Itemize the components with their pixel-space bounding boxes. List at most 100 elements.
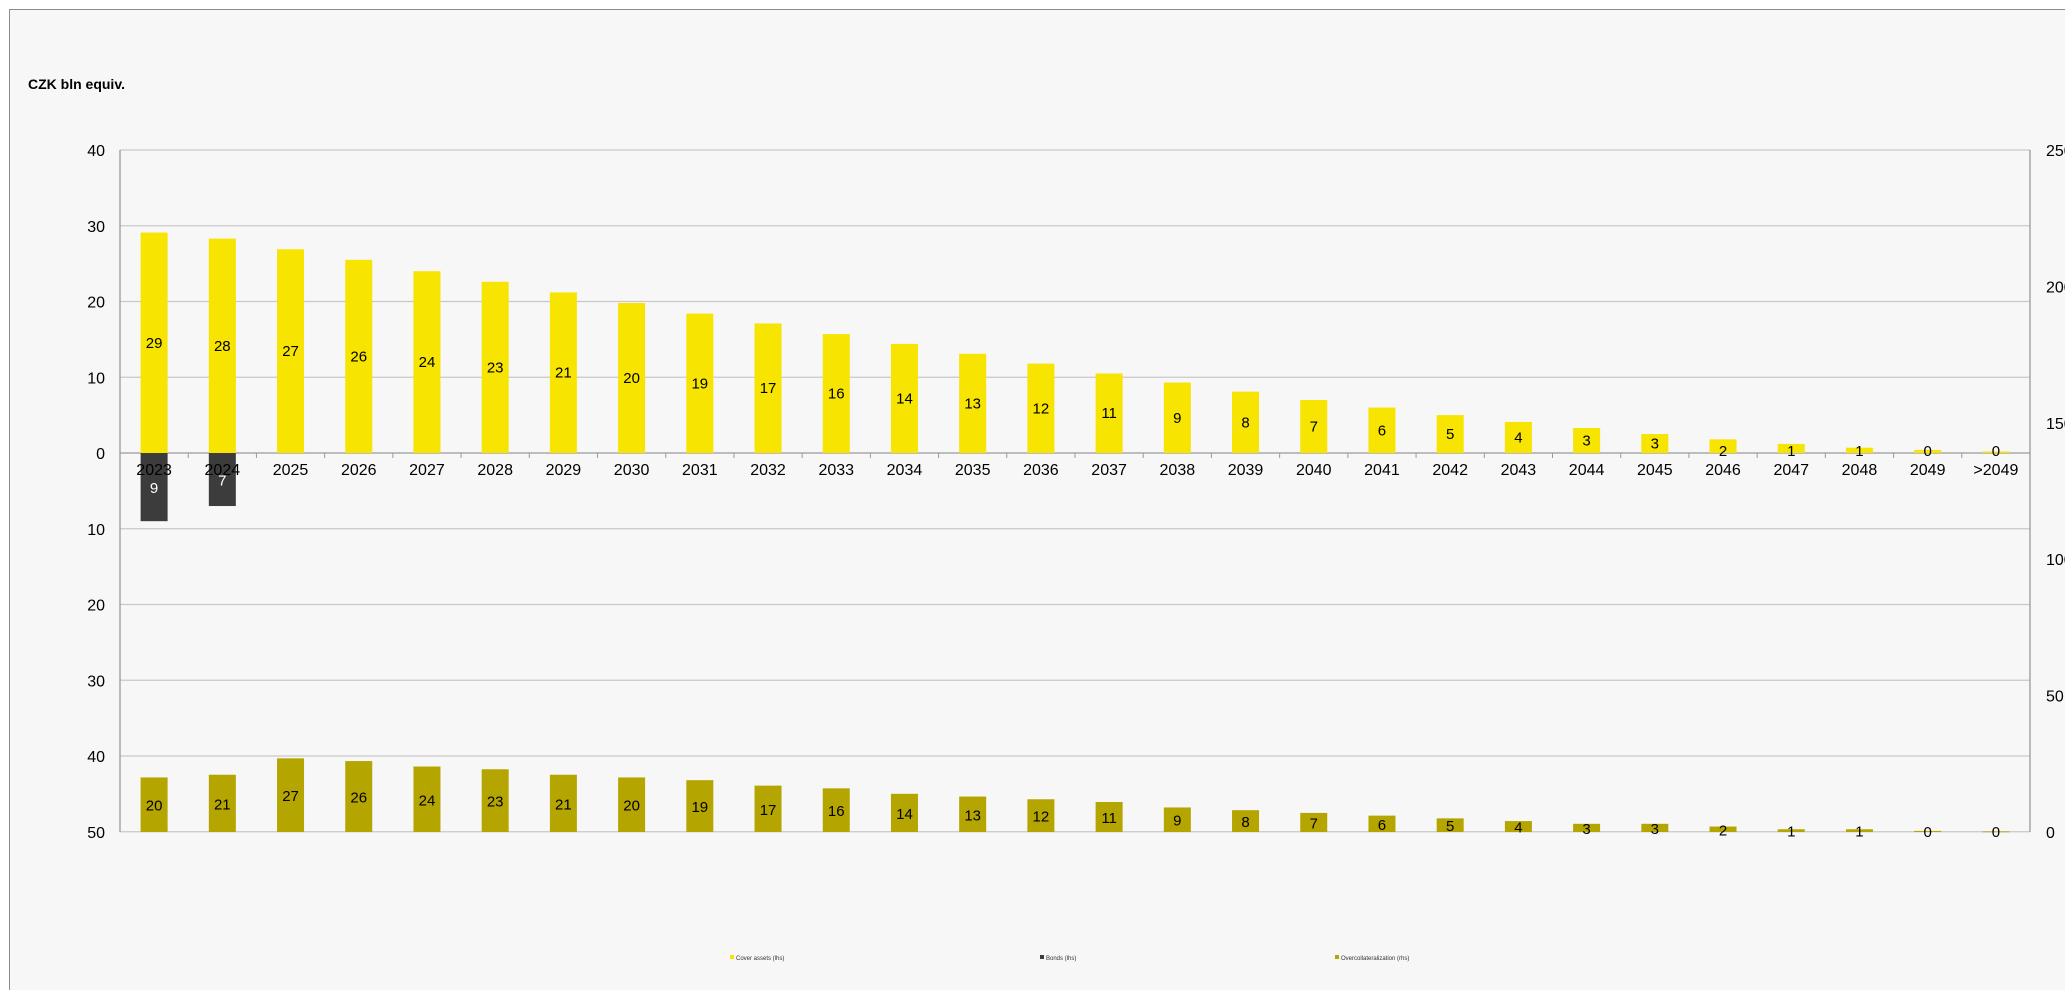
- overcollateralization-bar: [1914, 830, 1942, 832]
- cover-assets-data-label: 1: [1855, 443, 1863, 460]
- left-axis-tick-label: 10: [87, 370, 105, 387]
- category-label: 2042: [1432, 462, 1468, 479]
- cover-assets-data-label: 3: [1582, 433, 1590, 450]
- cover-assets-data-label: 9: [1173, 410, 1181, 427]
- category-label: 2043: [1501, 462, 1537, 479]
- category-label: 2024: [205, 462, 241, 479]
- category-label: 2039: [1228, 462, 1264, 479]
- overcollateralization-data-label: 1: [1855, 824, 1863, 841]
- bonds-bar: [140, 453, 168, 522]
- left-axis-tick-label: 30: [87, 673, 105, 690]
- cover-assets-data-label: 26: [350, 348, 367, 365]
- category-label: 2029: [546, 462, 582, 479]
- overcollateralization-bar: [549, 774, 577, 832]
- cover-assets-bar: [959, 353, 987, 453]
- overcollateralization-bar: [413, 766, 441, 832]
- cover-assets-bar: [277, 249, 305, 453]
- overcollateralization-bar: [890, 793, 918, 832]
- overcollateralization-data-label: 20: [146, 798, 163, 815]
- cover-assets-data-label: 24: [419, 354, 436, 371]
- left-axis-tick-label: 30: [87, 219, 105, 236]
- cover-assets-data-label: 5: [1446, 426, 1454, 443]
- category-label: 2035: [955, 462, 991, 479]
- bonds-data-label: 9: [150, 480, 158, 497]
- cover-assets-data-label: 0: [1992, 443, 2000, 460]
- cover-assets-data-label: 6: [1378, 422, 1386, 439]
- overcollateralization-data-label: 23: [487, 794, 504, 811]
- cover-assets-data-label: 8: [1241, 414, 1249, 431]
- overcollateralization-data-label: 16: [828, 803, 845, 820]
- cover-assets-bar: [890, 343, 918, 453]
- category-label: 2036: [1023, 462, 1059, 479]
- cover-assets-bar: [1982, 451, 2010, 453]
- overcollateralization-data-label: 21: [214, 796, 231, 813]
- category-label: 2027: [409, 462, 445, 479]
- right-axis-tick-label: 250: [2046, 143, 2065, 160]
- category-label: 2028: [477, 462, 513, 479]
- overcollateralization-bar: [481, 769, 509, 832]
- left-axis-tick-label: 10: [87, 522, 105, 539]
- overcollateralization-data-label: 26: [350, 790, 367, 807]
- overcollateralization-data-label: 13: [964, 807, 981, 824]
- overcollateralization-data-label: 9: [1173, 813, 1181, 830]
- overcollateralization-bar: [959, 796, 987, 832]
- right-axis-tick-label: 200: [2046, 279, 2065, 296]
- cover-assets-bar: [208, 238, 236, 453]
- cover-assets-bar: [1777, 443, 1805, 453]
- cover-assets-bar: [1163, 382, 1191, 453]
- category-label: 2045: [1637, 462, 1673, 479]
- overcollateralization-bar: [140, 777, 168, 832]
- overcollateralization-bar: [1300, 812, 1328, 832]
- category-label: 2049: [1910, 462, 1946, 479]
- cover-assets-bar: [140, 232, 168, 453]
- category-label: 2037: [1091, 462, 1127, 479]
- left-axis-tick-label: 0: [96, 446, 105, 463]
- overcollateralization-data-label: 6: [1378, 817, 1386, 834]
- cover-assets-data-label: 3: [1651, 436, 1659, 453]
- cover-assets-data-label: 21: [555, 365, 572, 382]
- cover-assets-data-label: 11: [1101, 405, 1117, 422]
- category-label: 2033: [818, 462, 854, 479]
- overcollateralization-bar: [345, 761, 373, 832]
- overcollateralization-data-label: 20: [623, 798, 640, 815]
- cover-assets-data-label: 27: [282, 343, 299, 360]
- right-axis-tick-label: 100: [2046, 552, 2065, 569]
- cover-assets-bar: [1504, 421, 1532, 453]
- overcollateralization-data-label: 5: [1446, 818, 1454, 835]
- legend-entry: Overcollateralization (rhs): [1341, 956, 1409, 962]
- overcollateralization-data-label: 0: [1992, 824, 2000, 841]
- cover-assets-data-label: 7: [1310, 418, 1318, 435]
- cover-assets-data-label: 29: [146, 335, 163, 352]
- overcollateralization-bar: [822, 788, 850, 832]
- cover-assets-bar: [345, 259, 373, 453]
- overcollateralization-bar: [1573, 823, 1601, 832]
- category-label: 2038: [1160, 462, 1196, 479]
- cover-assets-bar: [822, 334, 850, 453]
- cover-assets-bar: [1914, 449, 1942, 453]
- legend-entry: Bonds (lhs): [1046, 956, 1076, 962]
- overcollateralization-bar: [277, 758, 305, 832]
- cover-assets-bar: [413, 271, 441, 453]
- overcollateralization-bar: [208, 774, 236, 832]
- legend-swatch: [1040, 955, 1044, 959]
- overcollateralization-bar: [1368, 815, 1396, 832]
- cover-assets-data-label: 23: [487, 359, 504, 376]
- category-label: 2044: [1569, 462, 1605, 479]
- cover-assets-bar: [549, 292, 577, 453]
- cover-assets-bar: [1845, 447, 1873, 453]
- overcollateralization-data-label: 17: [760, 802, 777, 819]
- left-axis-tick-label: 20: [87, 598, 105, 615]
- cover-assets-data-label: 0: [1924, 443, 1932, 460]
- cover-assets-bar: [1436, 415, 1464, 453]
- cover-assets-data-label: 14: [896, 390, 913, 407]
- right-axis-tick-label: 150: [2046, 416, 2065, 433]
- left-axis-tick-label: 40: [87, 143, 105, 160]
- overcollateralization-bar: [1027, 799, 1055, 832]
- cover-assets-bar: [1027, 363, 1055, 453]
- overcollateralization-data-label: 21: [555, 796, 572, 813]
- overcollateralization-data-label: 12: [1033, 809, 1050, 826]
- category-label: 2032: [750, 462, 786, 479]
- cover-assets-data-label: 1: [1787, 443, 1795, 460]
- category-label: 2026: [341, 462, 377, 479]
